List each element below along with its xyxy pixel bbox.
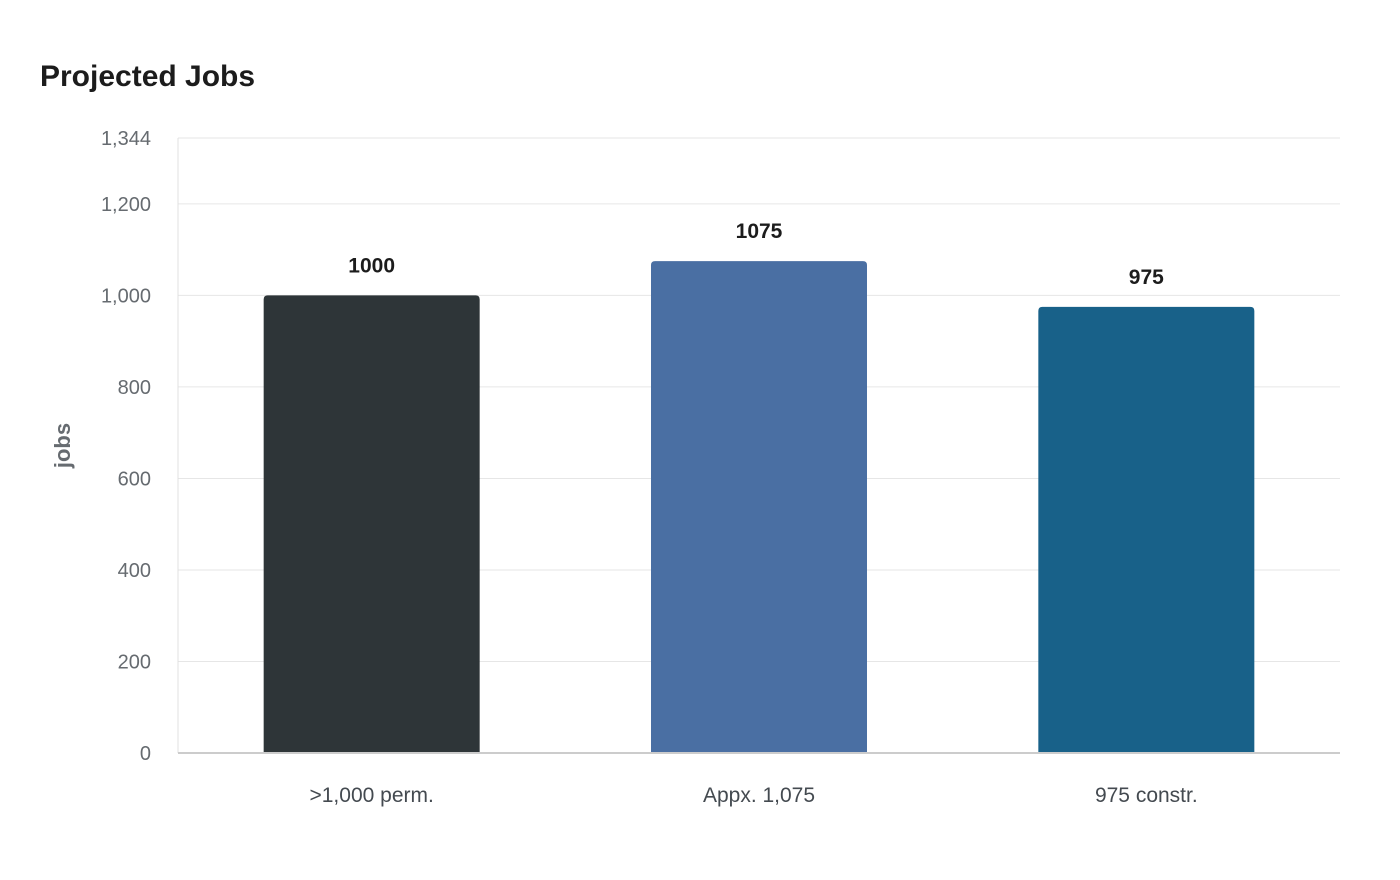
y-tick-label: 600 (118, 468, 151, 490)
y-tick-label: 800 (118, 377, 151, 399)
y-tick-label: 0 (140, 743, 151, 765)
y-tick-label: 1,000 (101, 285, 151, 307)
x-tick-label: >1,000 perm. (309, 784, 433, 807)
y-tick-label: 400 (118, 560, 151, 582)
data-label: 1075 (736, 220, 783, 243)
bar (1038, 306, 1255, 753)
x-tick-label: Appx. 1,075 (703, 784, 815, 807)
x-tick-label: 975 constr. (1095, 784, 1198, 807)
x-axis-ticks: >1,000 perm. Appx. 1,075 975 constr. (309, 784, 1197, 807)
data-label: 975 (1129, 266, 1164, 289)
y-tick-label: 200 (118, 651, 151, 673)
y-axis-label: jobs (50, 423, 75, 469)
bar (263, 295, 480, 753)
chart-title: Projected Jobs (40, 60, 256, 93)
bar (651, 261, 867, 753)
data-label: 1000 (348, 254, 395, 277)
y-tick-label: 1,344 (101, 128, 151, 150)
data-labels: 1000 1075 975 (348, 220, 1164, 289)
y-axis-ticks: 0 200 400 600 800 1,000 1,200 1,344 (101, 128, 151, 765)
bars (263, 261, 1255, 753)
y-tick-label: 1,200 (101, 194, 151, 216)
